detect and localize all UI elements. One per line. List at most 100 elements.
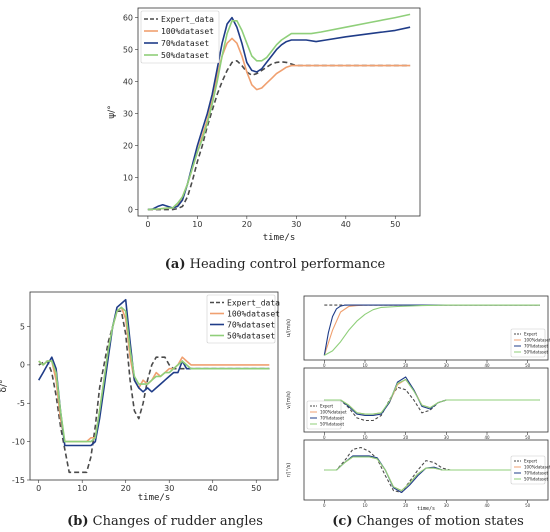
y-axis-label-c3: r/(°/s) <box>286 463 292 477</box>
series-line-a-3 <box>147 13 411 211</box>
y-tick-label-a: 50 <box>123 45 133 54</box>
y-axis-label-a: ψ/° <box>107 105 117 118</box>
legend-label-c1-3: 50%dataset <box>524 349 548 354</box>
y-tick-label-b: 0 <box>20 361 25 370</box>
legend-label-c3-2: 70%dataset <box>524 470 548 475</box>
y-tick-label-b: 5 <box>20 322 25 331</box>
series-line-a-2 <box>147 16 411 211</box>
legend-label-c2-2: 70%dataset <box>320 415 344 420</box>
x-tick-label-b: 10 <box>77 484 87 493</box>
legend-box-a <box>140 10 220 64</box>
caption-c-text: Changes of motion states <box>352 514 523 529</box>
legend-label-c2-0: Expert <box>320 403 334 408</box>
x-tick-label-c1: 40 <box>484 363 490 368</box>
legend-label-c3-1: 100%dataset <box>524 464 550 469</box>
x-tick-label-a: 30 <box>291 220 301 229</box>
caption-a-label: (a) <box>165 257 186 272</box>
x-tick-label-a: 10 <box>192 220 202 229</box>
x-tick-label-c1: 50 <box>525 363 531 368</box>
x-tick-label-b: 20 <box>121 484 131 493</box>
x-tick-label-a: 40 <box>341 220 351 229</box>
chart-b: 0 10 20 30 40 50 -15 -10 -5 0 5 time/s δ/° Expert_dat… <box>0 291 280 503</box>
x-tick-label-c2: 0 <box>323 435 326 440</box>
caption-a-text: Heading control performance <box>185 257 385 272</box>
legend-box-b <box>206 294 276 344</box>
x-tick-label-a: 0 <box>145 220 150 229</box>
y-tick-label-b: -15 <box>12 476 25 485</box>
legend-label-a-2: 70%dataset <box>161 39 209 48</box>
legend-label-c3-3: 50%dataset <box>524 476 548 481</box>
y-tick-label-a: 0 <box>128 205 133 214</box>
y-tick-label-b: -10 <box>12 437 25 446</box>
y-axis-label-c2: v/(m/s) <box>286 391 292 409</box>
y-tick-label-b: -5 <box>17 399 25 408</box>
legend-label-b-0: Expert_data <box>227 298 280 307</box>
chart-c1: 0 10 20 30 40 50 u/(m/s) Expert100%dataset70%da… <box>286 295 550 368</box>
caption-b-label: (b) <box>67 514 88 529</box>
y-tick-label-a: 30 <box>123 109 133 118</box>
legend-label-c1-2: 70%dataset <box>524 343 548 348</box>
legend-label-b-2: 70%dataset <box>227 320 275 329</box>
x-axis-label-b: time/s <box>138 493 171 503</box>
x-tick-label-c2: 20 <box>403 435 409 440</box>
x-tick-label-c2: 30 <box>444 435 450 440</box>
x-tick-label-c1: 20 <box>403 363 409 368</box>
series-line-c2-3 <box>324 378 540 415</box>
x-tick-label-b: 50 <box>251 484 261 493</box>
x-tick-label-a: 50 <box>390 220 400 229</box>
caption-a: (a) Heading control performance <box>165 257 386 272</box>
x-tick-label-c1: 0 <box>323 363 326 368</box>
legend-label-c2-3: 50%dataset <box>320 421 344 426</box>
caption-b: (b) Changes of rudder angles <box>67 514 263 529</box>
caption-c-label: (c) <box>332 514 352 529</box>
series-line-b-0 <box>38 310 270 474</box>
y-tick-label-a: 40 <box>123 77 133 86</box>
chart-c3: 0 10 20 30 40 50 time/s r/(°/s) Expert100%datase… <box>286 439 550 512</box>
chart-a: 0 10 20 30 40 50 0 10 20 30 40 50 60 time/s ψ/° Expert_… <box>107 7 421 243</box>
y-tick-label-a: 20 <box>123 141 133 150</box>
legend-label-c1-1: 100%dataset <box>524 337 550 342</box>
x-tick-label-a: 20 <box>242 220 252 229</box>
y-axis-label-c1: u/(m/s) <box>286 319 292 337</box>
series-line-b-2 <box>38 298 270 447</box>
series-line-c1-3 <box>324 304 540 356</box>
series-line-b-3 <box>38 306 270 443</box>
y-axis-label-b: δ/° <box>0 379 9 392</box>
legend-label-a-0: Expert_data <box>161 15 214 24</box>
legend-b: Expert_data 100%dataset 70%dataset 50%datas… <box>206 294 280 344</box>
x-tick-label-c3: 30 <box>444 503 450 508</box>
series-line-c3-3 <box>324 456 540 492</box>
x-tick-label-c3: 20 <box>403 503 409 508</box>
caption-b-text: Changes of rudder angles <box>89 514 263 529</box>
y-tick-label-a: 10 <box>123 173 133 182</box>
x-tick-label-c3: 10 <box>362 503 368 508</box>
x-tick-label-c3: 40 <box>484 503 490 508</box>
x-tick-label-c3: 0 <box>323 503 326 508</box>
legend-box-c3 <box>510 455 546 485</box>
legend-label-c3-0: Expert <box>524 458 538 463</box>
legend-label-b-3: 50%dataset <box>227 331 275 340</box>
x-tick-label-c2: 40 <box>484 435 490 440</box>
legend-label-a-1: 100%dataset <box>161 27 214 36</box>
caption-c: (c) Changes of motion states <box>332 514 524 529</box>
x-tick-label-c3: 50 <box>525 503 531 508</box>
x-tick-label-c1: 30 <box>444 363 450 368</box>
x-tick-label-c2: 10 <box>362 435 368 440</box>
x-axis-label-a: time/s <box>263 233 296 243</box>
legend-label-b-1: 100%dataset <box>227 309 280 318</box>
x-tick-label-b: 40 <box>208 484 218 493</box>
x-tick-label-c1: 10 <box>362 363 368 368</box>
legend-a: Expert_data 100%dataset 70%dataset 50%datas… <box>140 10 220 64</box>
x-axis-label-c3: time/s <box>417 506 435 512</box>
legend-box-c1 <box>510 328 546 358</box>
plot-frame-c1 <box>303 295 549 361</box>
y-tick-label-a: 60 <box>123 13 133 22</box>
chart-c2: 0 10 20 30 40 50 v/(m/s) Expert100%dataset70%da… <box>286 367 549 440</box>
x-tick-label-b: 30 <box>164 484 174 493</box>
x-tick-label-b: 0 <box>36 484 41 493</box>
x-tick-label-c2: 50 <box>525 435 531 440</box>
legend-box-c2 <box>306 400 342 430</box>
